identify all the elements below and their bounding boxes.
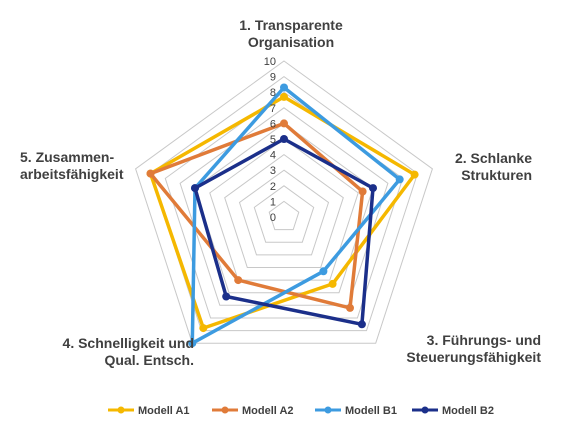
legend-label: Modell B2 [442, 405, 494, 417]
radial-tick-labels: 0 1 2 3 4 5 6 7 8 9 10 [264, 56, 276, 224]
data-point [222, 292, 231, 301]
tick-label: 7 [270, 103, 276, 115]
tick-label: 9 [270, 72, 276, 84]
data-point [146, 169, 155, 178]
tick-label: 6 [270, 118, 276, 130]
data-point [395, 175, 404, 184]
data-point [191, 184, 199, 193]
data-point [357, 320, 366, 329]
category-label: 5. Zusammen-arbeitsfähigkeit [20, 149, 124, 182]
data-point [369, 184, 377, 193]
category-label: 2. Schlanke Strukturen [455, 150, 532, 183]
legend-item: Modell A1 [108, 405, 190, 417]
grid-ring [268, 200, 300, 231]
data-point [199, 324, 208, 333]
data-point [319, 267, 328, 276]
legend-item: Modell B2 [412, 405, 494, 417]
series-line-3 [193, 137, 375, 327]
grid-ring [224, 153, 344, 268]
tick-label: 1 [270, 196, 276, 208]
data-point [328, 279, 337, 288]
grid-ring [238, 169, 330, 256]
data-point [234, 276, 243, 285]
tick-label: 8 [270, 87, 276, 99]
category-labels: 1. Transparente Organisation 2. Schlanke St… [20, 17, 541, 368]
legend-swatch-marker [117, 406, 125, 414]
data-point [410, 170, 419, 179]
data-point [280, 119, 288, 128]
grid-ring [253, 185, 315, 243]
grid-ring [179, 107, 389, 306]
tick-label: 0 [270, 212, 276, 224]
legend-label: Modell A1 [138, 405, 190, 417]
series-line-2 [190, 85, 402, 345]
category-label: 1. Transparente Organisation [239, 17, 343, 50]
legend-item: Modell A2 [212, 405, 294, 417]
data-point [280, 83, 288, 92]
radar-series [146, 83, 419, 348]
legend-label: Modell B1 [345, 405, 397, 417]
category-label: 4. Schnelligkeit und Qual. Entsch. [63, 335, 194, 368]
tick-label: 3 [270, 165, 276, 177]
data-point [358, 187, 367, 196]
data-point [346, 303, 354, 312]
tick-label: 2 [270, 181, 276, 193]
grid-ring [135, 60, 433, 344]
grid-ring [149, 75, 419, 332]
grid-ring [209, 138, 359, 281]
tick-label: 10 [264, 56, 276, 68]
legend: Modell A1 Modell A2 Modell B1 Modell B2 [108, 405, 494, 417]
legend-swatch-marker [421, 406, 429, 414]
tick-label: 5 [270, 134, 276, 146]
series-line-1 [148, 121, 365, 310]
legend-label: Modell A2 [242, 405, 294, 417]
data-point [280, 135, 288, 143]
legend-swatch-marker [221, 406, 229, 414]
data-point [280, 92, 288, 101]
tick-label: 4 [270, 150, 276, 162]
category-label: 3. Führungs- und Steuerungsfähigkeit [406, 332, 541, 365]
data-point [188, 339, 197, 348]
legend-swatch-marker [324, 406, 332, 414]
legend-item: Modell B1 [315, 405, 397, 417]
